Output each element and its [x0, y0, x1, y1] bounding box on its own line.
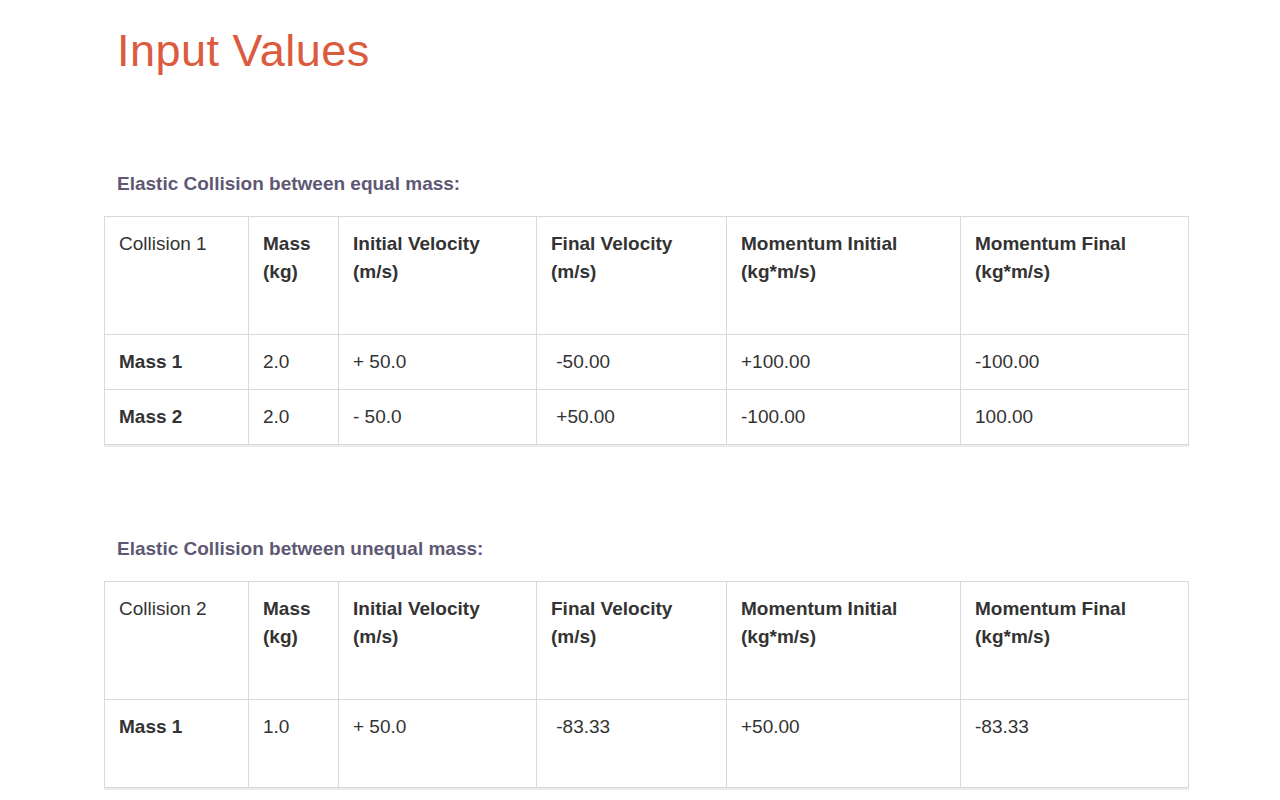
collision-1-table: Collision 1Mass (kg)Initial Velocity (m/… [104, 216, 1189, 445]
row-label: Mass 2 [105, 390, 249, 445]
column-header: Final Velocity (m/s) [537, 582, 727, 700]
column-header: Mass (kg) [249, 217, 339, 335]
value-cell: 100.00 [961, 390, 1189, 445]
page-title: Input Values [117, 22, 1280, 80]
section-equal-mass: Elastic Collision between equal mass: Co… [104, 172, 1280, 445]
section-unequal-mass: Elastic Collision between unequal mass: … [104, 537, 1280, 788]
value-cell: -100.00 [727, 390, 961, 445]
table-row: Mass 22.0- 50.0 +50.00-100.00100.00 [105, 390, 1189, 445]
table-row: Mass 11.0+ 50.0 -83.33+50.00-83.33 [105, 700, 1189, 788]
value-cell: - 50.0 [339, 390, 537, 445]
page: Input Values Elastic Collision between e… [0, 0, 1280, 800]
column-header: Momentum Final (kg*m/s) [961, 217, 1189, 335]
value-cell: 1.0 [249, 700, 339, 788]
header-row: Collision 2Mass (kg)Initial Velocity (m/… [105, 582, 1189, 700]
value-cell: -83.33 [961, 700, 1189, 788]
column-header: Momentum Initial (kg*m/s) [727, 582, 961, 700]
value-cell: + 50.0 [339, 335, 537, 390]
value-cell: -83.33 [537, 700, 727, 788]
column-header: Initial Velocity (m/s) [339, 217, 537, 335]
value-cell: -50.00 [537, 335, 727, 390]
value-cell: + 50.0 [339, 700, 537, 788]
header-row: Collision 1Mass (kg)Initial Velocity (m/… [105, 217, 1189, 335]
column-header: Mass (kg) [249, 582, 339, 700]
value-cell: +50.00 [537, 390, 727, 445]
column-header: Collision 2 [105, 582, 249, 700]
value-cell: +50.00 [727, 700, 961, 788]
value-cell: 2.0 [249, 335, 339, 390]
column-header: Initial Velocity (m/s) [339, 582, 537, 700]
value-cell: 2.0 [249, 390, 339, 445]
column-header: Collision 1 [105, 217, 249, 335]
collision-2-table: Collision 2Mass (kg)Initial Velocity (m/… [104, 581, 1189, 788]
row-label: Mass 1 [105, 700, 249, 788]
table-row: Mass 12.0+ 50.0 -50.00+100.00-100.00 [105, 335, 1189, 390]
column-header: Momentum Final (kg*m/s) [961, 582, 1189, 700]
column-header: Final Velocity (m/s) [537, 217, 727, 335]
column-header: Momentum Initial (kg*m/s) [727, 217, 961, 335]
value-cell: -100.00 [961, 335, 1189, 390]
section-heading-unequal-mass: Elastic Collision between unequal mass: [117, 537, 1280, 561]
section-heading-equal-mass: Elastic Collision between equal mass: [117, 172, 1280, 196]
value-cell: +100.00 [727, 335, 961, 390]
row-label: Mass 1 [105, 335, 249, 390]
